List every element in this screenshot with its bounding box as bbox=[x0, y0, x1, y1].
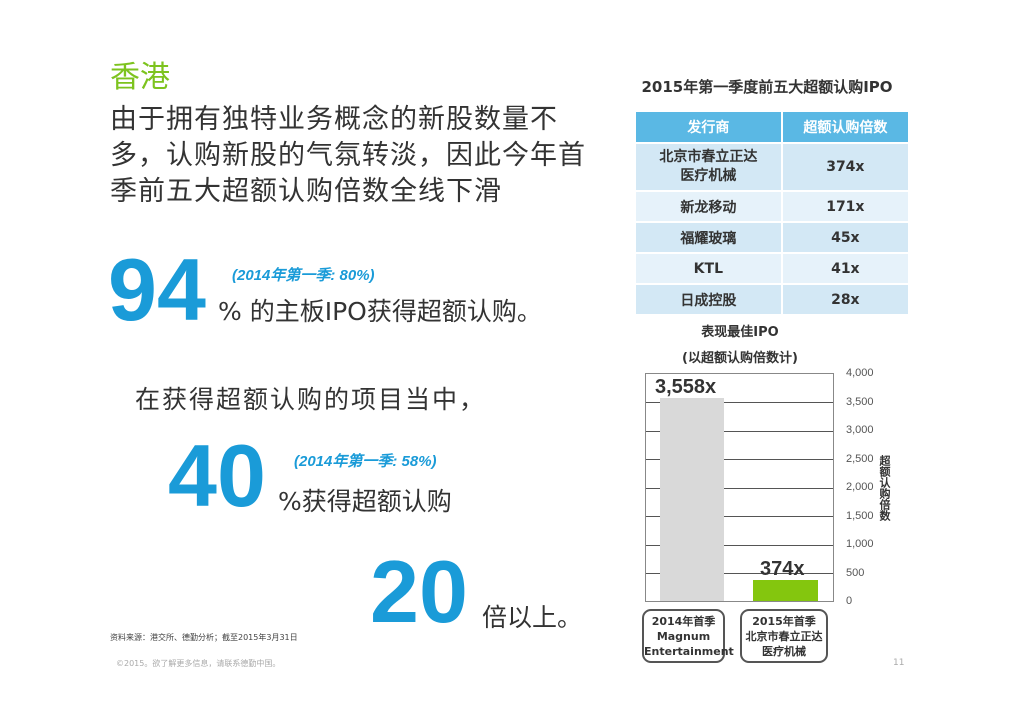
y-tick: 3,000 bbox=[846, 424, 874, 436]
gridline bbox=[646, 573, 833, 574]
copyright: ©2015。欲了解更多信息，请联系德勤中国。 bbox=[116, 659, 281, 668]
y-tick: 500 bbox=[846, 567, 865, 579]
category-line: 医疗机械 bbox=[762, 645, 806, 658]
stat-40-comparison: (2014年第一季: 58%) bbox=[294, 453, 437, 470]
stat-94-comparison: (2014年第一季: 80%) bbox=[232, 267, 375, 284]
top-ipo-table: 发行商 超额认购倍数 北京市春立正达 医疗机械 374x 新龙移动 171x 福… bbox=[636, 110, 908, 316]
category-label-2014: 2014年首季 Magnum Entertainment bbox=[642, 609, 734, 663]
table-row: 新龙移动 171x bbox=[636, 192, 908, 221]
table-header-row: 发行商 超额认购倍数 bbox=[636, 112, 908, 142]
table-title: 2015年第一季度前五大超额认购IPO bbox=[641, 78, 893, 96]
category-line: 2015年首季 bbox=[752, 615, 816, 628]
multiple-cell: 171x bbox=[780, 192, 908, 221]
category-line: 2014年首季 bbox=[651, 615, 716, 628]
intro-text: 在获得超额认购的项目当中， bbox=[135, 385, 487, 414]
region-title: 香港 bbox=[110, 60, 170, 95]
gridline bbox=[646, 545, 833, 546]
gridline bbox=[646, 402, 833, 403]
header-issuer: 发行商 bbox=[636, 112, 781, 142]
bar-value-label: 3,558x bbox=[655, 376, 717, 399]
stat-94-text: % 的主板IPO获得超额认购。 bbox=[218, 297, 542, 326]
headline-line: 由于拥有独特业务概念的新股数量不 bbox=[110, 104, 558, 135]
header-multiple: 超额认购倍数 bbox=[780, 112, 908, 142]
issuer-cell: KTL bbox=[636, 254, 781, 283]
y-tick: 1,500 bbox=[846, 510, 874, 522]
chart-title-block: 表现最佳IPO (以超额认购倍数计) bbox=[640, 320, 840, 372]
stat-94-number: 94 bbox=[108, 240, 206, 339]
multiple-cell: 45x bbox=[780, 223, 908, 252]
bar-2015-chunli bbox=[753, 579, 818, 601]
category-line: 北京市春立正达 bbox=[745, 630, 823, 643]
issuer-cell: 新龙移动 bbox=[636, 192, 781, 221]
issuer-line: 医疗机械 bbox=[680, 168, 737, 184]
stat-40-text: %获得超额认购 bbox=[278, 487, 452, 516]
multiple-cell: 374x bbox=[780, 144, 908, 190]
chart-title: 表现最佳IPO bbox=[701, 325, 779, 340]
stat-40-number: 40 bbox=[168, 426, 266, 525]
issuer-line: 北京市春立正达 bbox=[659, 149, 758, 165]
headline-line: 季前五大超额认购倍数全线下滑 bbox=[110, 176, 502, 207]
y-tick: 2,000 bbox=[846, 481, 874, 493]
table-row: 日成控股 28x bbox=[636, 285, 908, 314]
gridline bbox=[646, 459, 833, 460]
chart-plot-area bbox=[645, 373, 834, 602]
chart-subtitle: (以超额认购倍数计) bbox=[682, 351, 798, 366]
table-row: 福耀玻璃 45x bbox=[636, 223, 908, 252]
y-tick: 3,500 bbox=[846, 396, 874, 408]
source-footnote: 资料来源：港交所、德勤分析；截至2015年3月31日 bbox=[110, 633, 298, 642]
category-line: Magnum bbox=[656, 630, 711, 643]
page-number: 11 bbox=[893, 658, 905, 668]
y-tick: 4,000 bbox=[846, 367, 874, 379]
y-axis-label: 超额认购倍数 bbox=[878, 455, 891, 521]
issuer-cell: 福耀玻璃 bbox=[636, 223, 781, 252]
table-row: 北京市春立正达 医疗机械 374x bbox=[636, 144, 908, 190]
category-line: Entertainment bbox=[644, 645, 734, 658]
table-row: KTL 41x bbox=[636, 254, 908, 283]
stat-20-number: 20 bbox=[370, 542, 468, 641]
gridline bbox=[646, 488, 833, 489]
y-tick: 2,500 bbox=[846, 453, 874, 465]
stat-20-text: 倍以上。 bbox=[482, 603, 583, 632]
category-label-2015: 2015年首季 北京市春立正达 医疗机械 bbox=[740, 609, 828, 663]
issuer-cell: 日成控股 bbox=[636, 285, 781, 314]
headline-line: 多，认购新股的气氛转淡，因此今年首 bbox=[110, 140, 586, 171]
gridline bbox=[646, 431, 833, 432]
y-tick: 0 bbox=[846, 595, 853, 607]
issuer-cell: 北京市春立正达 医疗机械 bbox=[636, 144, 781, 190]
multiple-cell: 28x bbox=[780, 285, 908, 314]
bar-2014-magnum bbox=[660, 398, 724, 601]
gridline bbox=[646, 516, 833, 517]
headline: 由于拥有独特业务概念的新股数量不 多，认购新股的气氛转淡，因此今年首 季前五大超… bbox=[110, 102, 610, 210]
y-tick: 1,000 bbox=[846, 538, 874, 550]
multiple-cell: 41x bbox=[780, 254, 908, 283]
bar-value-label: 374x bbox=[760, 557, 805, 580]
